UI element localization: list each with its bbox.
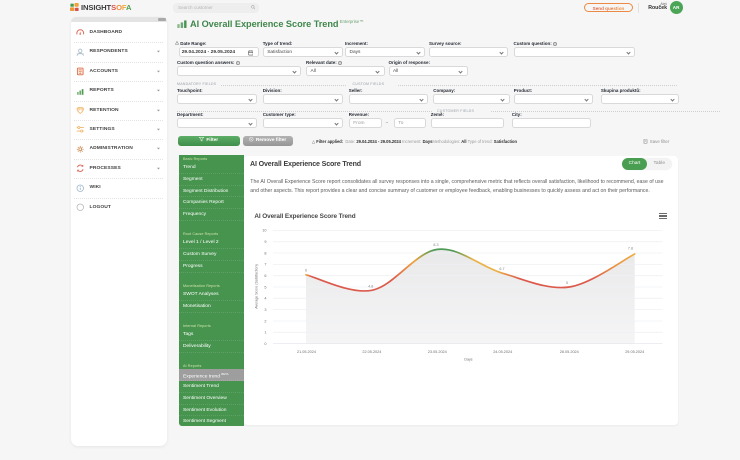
svg-text:7.8: 7.8 [628, 247, 633, 251]
svg-text:4: 4 [264, 297, 266, 301]
svg-text:0: 0 [264, 342, 266, 346]
svg-text:1: 1 [264, 331, 266, 335]
svg-text:6.7: 6.7 [499, 267, 504, 271]
svg-text:6: 6 [305, 268, 307, 272]
svg-text:24.05.2024: 24.05.2024 [493, 350, 512, 354]
svg-text:10: 10 [262, 229, 266, 233]
svg-text:28.05.2024: 28.05.2024 [560, 350, 579, 354]
svg-text:Days: Days [464, 357, 472, 361]
svg-text:8.3: 8.3 [433, 243, 438, 247]
svg-text:Average Score (Satisfaction): Average Score (Satisfaction) [255, 264, 259, 309]
svg-text:6: 6 [264, 274, 266, 278]
svg-text:23.05.2024: 23.05.2024 [428, 350, 447, 354]
svg-text:22.05.2024: 22.05.2024 [362, 350, 381, 354]
svg-text:4.8: 4.8 [368, 285, 373, 289]
svg-text:5: 5 [264, 285, 266, 289]
svg-text:29.05.2024: 29.05.2024 [625, 350, 644, 354]
svg-text:7: 7 [264, 263, 266, 267]
svg-text:9: 9 [264, 240, 266, 244]
svg-text:3: 3 [264, 308, 266, 312]
svg-text:21.05.2024: 21.05.2024 [297, 350, 316, 354]
svg-text:5: 5 [566, 281, 568, 285]
svg-text:8: 8 [264, 251, 266, 255]
svg-text:2: 2 [264, 319, 266, 323]
